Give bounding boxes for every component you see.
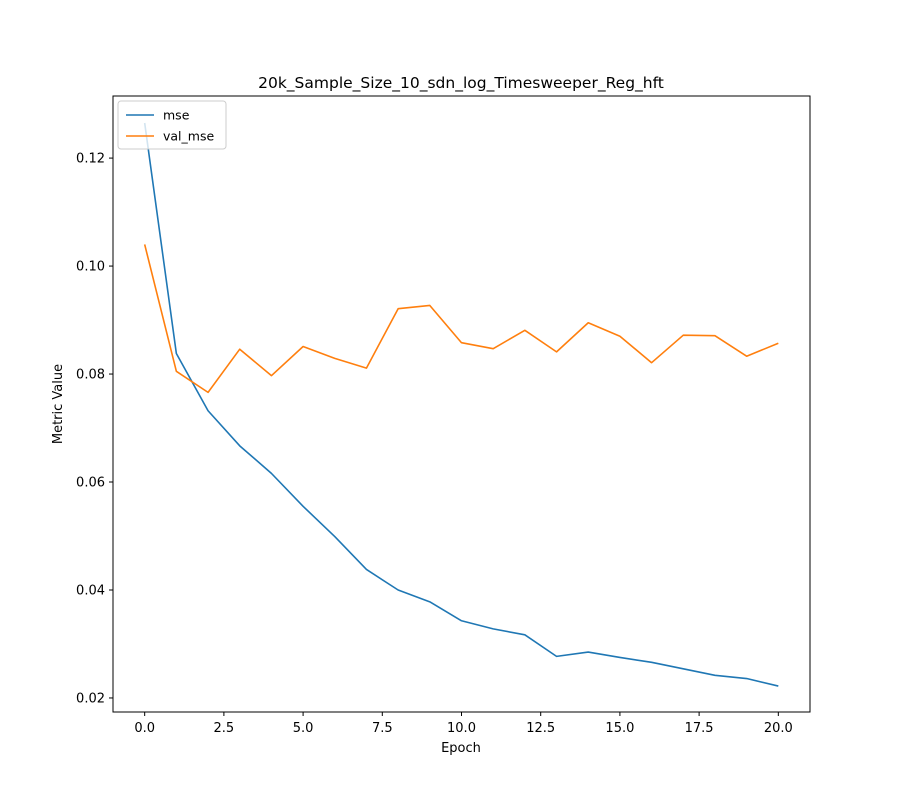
x-tick-label: 15.0 (605, 721, 634, 736)
x-tick-label: 0.0 (134, 721, 155, 736)
plot-frame (112, 95, 811, 713)
series-layer (143, 122, 779, 687)
x-tick-label: 10.0 (447, 721, 476, 736)
series-line-val-mse (143, 244, 779, 394)
chart-title: 20k_Sample_Size_10_sdn_log_Timesweeper_R… (258, 74, 664, 93)
x-tick-label: 2.5 (214, 721, 235, 736)
legend: mse val_mse (117, 100, 227, 150)
x-tick-label: 5.0 (293, 721, 314, 736)
y-tick-label: 0.10 (76, 260, 105, 275)
y-tick-label: 0.12 (76, 152, 105, 167)
legend-box (117, 100, 227, 150)
legend-label: val_mse (163, 129, 214, 144)
x-axis: 0.0 2.5 5.0 7.5 10.0 12.5 15.0 17.5 20.0 (134, 712, 793, 736)
y-axis: 0.02 0.04 0.06 0.08 0.10 0.12 (76, 152, 113, 706)
x-axis-label: Epoch (441, 741, 481, 756)
y-tick-label: 0.08 (76, 368, 105, 383)
plot-area (112, 95, 811, 713)
x-tick-label: 7.5 (372, 721, 393, 736)
series-line-mse (143, 122, 779, 687)
y-tick-label: 0.06 (76, 476, 105, 491)
x-tick-label: 17.5 (685, 721, 714, 736)
x-tick-label: 12.5 (526, 721, 555, 736)
x-tick-label: 20.0 (764, 721, 793, 736)
legend-label: mse (163, 108, 190, 123)
y-tick-label: 0.02 (76, 691, 105, 706)
y-axis-label: Metric Value (51, 364, 66, 444)
y-tick-label: 0.04 (76, 583, 105, 598)
